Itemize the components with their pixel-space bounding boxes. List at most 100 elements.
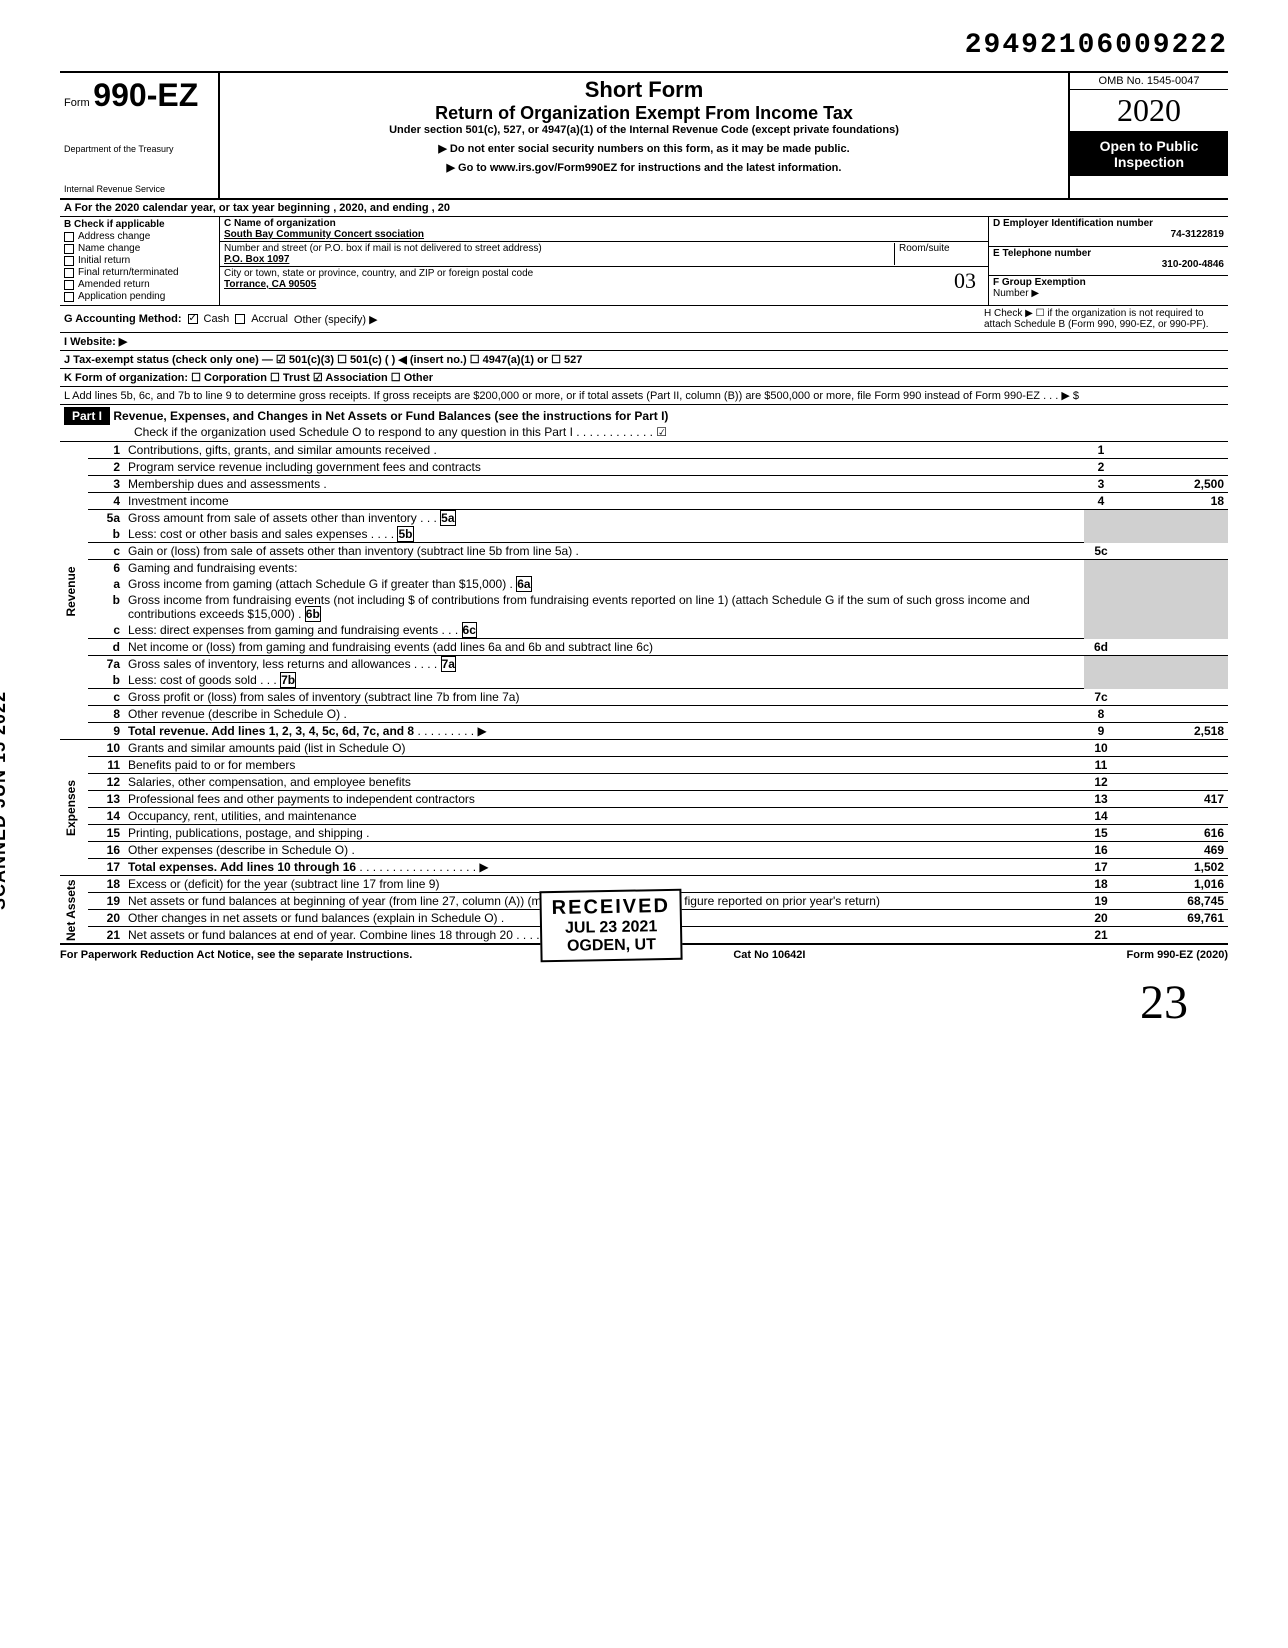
l10-box: 10 <box>1084 740 1118 757</box>
tax-status: J Tax-exempt status (check only one) — ☑… <box>64 353 582 366</box>
l5a-sb: 5a <box>440 510 455 526</box>
l7c-val <box>1118 689 1228 706</box>
l7a-num: 7a <box>88 656 124 673</box>
cb-initial[interactable] <box>64 256 74 266</box>
omb-number: OMB No. 1545-0047 <box>1070 73 1228 90</box>
c-name-label: C Name of organization <box>224 218 984 229</box>
part-1-header: Part I Revenue, Expenses, and Changes in… <box>60 405 1228 442</box>
cb-final[interactable] <box>64 268 74 278</box>
side-revenue: Revenue <box>60 442 88 740</box>
main-table: Revenue 1 Contributions, gifts, grants, … <box>60 442 1228 944</box>
l5c-box: 5c <box>1084 543 1118 560</box>
l11-num: 11 <box>88 757 124 774</box>
l16-num: 16 <box>88 842 124 859</box>
cb-final-label: Final return/terminated <box>78 267 179 278</box>
footer-mid: Cat No 10642I <box>733 949 805 961</box>
l9-num: 9 <box>88 723 124 740</box>
l6c-num: c <box>88 622 124 639</box>
row-a: A For the 2020 calendar year, or tax yea… <box>60 200 1228 217</box>
accrual-label: Accrual <box>251 313 288 325</box>
side-netassets: Net Assets <box>60 876 88 944</box>
l6d-num: d <box>88 639 124 656</box>
line-l: L Add lines 5b, 6c, and 7b to line 9 to … <box>60 387 1228 405</box>
l3-desc: Membership dues and assessments . <box>124 476 1084 493</box>
form-number: 990-EZ <box>93 77 198 113</box>
addr-label: Number and street (or P.O. box if mail i… <box>224 243 894 254</box>
l13-val: 417 <box>1118 791 1228 808</box>
l7b-num: b <box>88 672 124 689</box>
handwritten-23: 23 <box>60 975 1228 1030</box>
l10-val <box>1118 740 1228 757</box>
l21-desc: Net assets or fund balances at end of ye… <box>128 928 513 942</box>
cb-name[interactable] <box>64 244 74 254</box>
dept-irs: Internal Revenue Service <box>64 184 214 194</box>
section-b-c-d: B Check if applicable Address change Nam… <box>60 217 1228 306</box>
l5c-num: c <box>88 543 124 560</box>
open-public-1: Open to Public <box>1072 138 1226 154</box>
cb-name-label: Name change <box>78 243 140 254</box>
tel: 310-200-4846 <box>993 259 1224 270</box>
l5a-desc: Gross amount from sale of assets other t… <box>128 511 417 525</box>
dept-treasury: Department of the Treasury <box>64 144 214 154</box>
hand-03: 03 <box>946 268 984 294</box>
instruction-2: ▶ Go to www.irs.gov/Form990EZ for instru… <box>228 161 1060 174</box>
line-i: I Website: ▶ <box>60 333 1228 351</box>
cb-amended[interactable] <box>64 280 74 290</box>
b-label: B Check if applicable <box>64 219 215 230</box>
tax-year: 2020 <box>1070 90 1228 132</box>
l6d-desc: Net income or (loss) from gaming and fun… <box>124 639 1084 656</box>
cb-address[interactable] <box>64 232 74 242</box>
l11-box: 11 <box>1084 757 1118 774</box>
l20-num: 20 <box>88 910 124 927</box>
l8-desc: Other revenue (describe in Schedule O) . <box>124 706 1084 723</box>
d-label: D Employer Identification number <box>993 218 1224 229</box>
document-number: 29492106009222 <box>60 30 1228 61</box>
l2-num: 2 <box>88 459 124 476</box>
l19-box: 19 <box>1084 893 1118 910</box>
l17-desc: Total expenses. Add lines 10 through 16 <box>128 860 356 874</box>
l12-box: 12 <box>1084 774 1118 791</box>
l9-desc: Total revenue. Add lines 1, 2, 3, 4, 5c,… <box>128 724 414 738</box>
org-name: South Bay Community Concert ssociation <box>224 229 984 240</box>
footer-right: Form 990-EZ (2020) <box>1127 949 1228 961</box>
website-label: I Website: ▶ <box>64 335 127 348</box>
l6d-box: 6d <box>1084 639 1118 656</box>
l7b-sb: 7b <box>280 672 296 688</box>
l8-val <box>1118 706 1228 723</box>
l7a-desc: Gross sales of inventory, less returns a… <box>128 657 417 671</box>
l2-val <box>1118 459 1228 476</box>
l21-val <box>1118 927 1228 944</box>
cb-cash[interactable] <box>188 314 198 324</box>
l6-num: 6 <box>88 560 124 577</box>
l1-val <box>1118 442 1228 459</box>
e-tel-label: E Telephone number <box>993 248 1224 259</box>
l4-desc: Investment income <box>124 493 1084 510</box>
other-label: Other (specify) ▶ <box>294 313 378 326</box>
g-label: G Accounting Method: <box>64 313 182 325</box>
l7b-desc: Less: cost of goods sold <box>128 673 257 687</box>
l1-desc: Contributions, gifts, grants, and simila… <box>124 442 1084 459</box>
org-city: Torrance, CA 90505 <box>224 279 946 290</box>
org-form: K Form of organization: ☐ Corporation ☐ … <box>64 371 433 384</box>
l6b-desc: Gross income from fundraising events (no… <box>128 593 1030 621</box>
cb-accrual[interactable] <box>235 314 245 324</box>
stamp-received: RECEIVED <box>551 895 670 920</box>
l12-num: 12 <box>88 774 124 791</box>
l15-num: 15 <box>88 825 124 842</box>
l19-val: 68,745 <box>1118 893 1228 910</box>
cb-pending[interactable] <box>64 292 74 302</box>
l3-val: 2,500 <box>1118 476 1228 493</box>
l10-num: 10 <box>88 740 124 757</box>
part-1-label: Part I <box>64 407 110 425</box>
line-k: K Form of organization: ☐ Corporation ☐ … <box>60 369 1228 387</box>
l8-num: 8 <box>88 706 124 723</box>
l1-box: 1 <box>1084 442 1118 459</box>
form-header: Form 990-EZ Department of the Treasury I… <box>60 71 1228 200</box>
l4-num: 4 <box>88 493 124 510</box>
footer-left: For Paperwork Reduction Act Notice, see … <box>60 949 412 961</box>
l12-desc: Salaries, other compensation, and employ… <box>124 774 1084 791</box>
line-h: H Check ▶ ☐ if the organization is not r… <box>984 308 1224 330</box>
l10-desc: Grants and similar amounts paid (list in… <box>124 740 1084 757</box>
room-suite-label: Room/suite <box>894 243 984 265</box>
l6c-sb: 6c <box>462 622 477 638</box>
